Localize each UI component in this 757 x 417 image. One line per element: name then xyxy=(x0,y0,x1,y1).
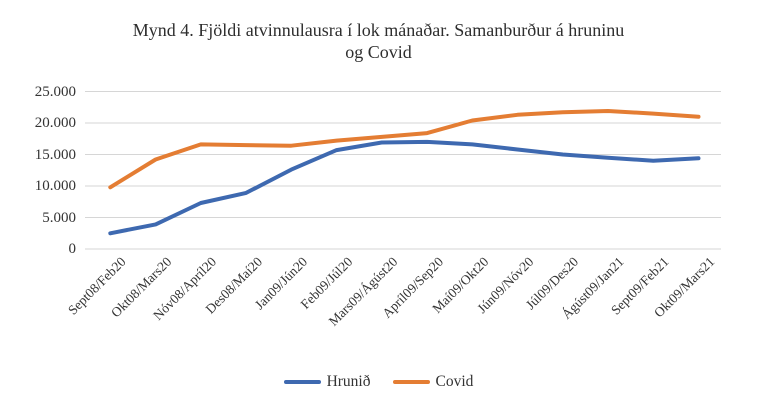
y-axis-tick-label: 20.000 xyxy=(34,115,76,131)
legend: Hrunið Covid xyxy=(0,373,757,391)
gridlines xyxy=(85,91,721,250)
y-axis-tick-label: 25.000 xyxy=(34,83,76,100)
y-axis-tick-label: 15.000 xyxy=(34,146,76,163)
y-axis-tick-label: 0 xyxy=(68,241,77,257)
series-line-hrunið xyxy=(108,139,701,236)
legend-item-hrunið: Hrunið xyxy=(283,373,371,391)
series-lines xyxy=(108,109,701,236)
chart-title: Mynd 4. Fjöldi atvinnulausra í lok mánað… xyxy=(132,20,625,62)
legend-line-swatch-covid xyxy=(392,380,430,384)
legend-item-covid: Covid xyxy=(392,373,474,391)
legend-line-swatch-hrunið xyxy=(283,380,321,384)
y-axis-tick-label: 5.000 xyxy=(42,209,76,226)
y-axis-tick-label: 10.000 xyxy=(34,178,76,194)
chart-title-wrap: Mynd 4. Fjöldi atvinnulausra í lok mánað… xyxy=(0,19,757,63)
legend-label: Covid xyxy=(435,373,474,390)
legend-label: Hrunið xyxy=(326,373,371,390)
plot-area xyxy=(85,91,721,250)
series-line-covid xyxy=(108,109,701,190)
